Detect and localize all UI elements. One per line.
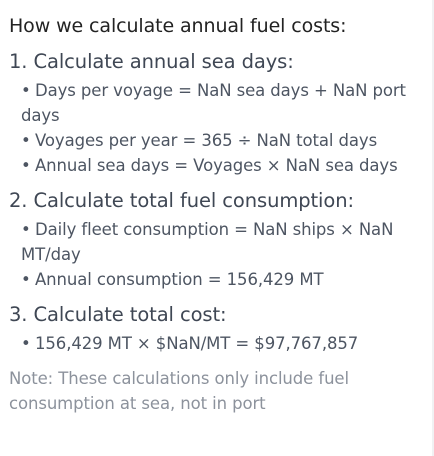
bullet-text: Annual consumption = 156,429 MT — [35, 270, 324, 289]
bullet-icon: • — [21, 81, 31, 100]
calculation-note: Note: These calculations only include fu… — [9, 369, 349, 413]
bullet-text: Daily fleet consumption = NaN ships × Na… — [21, 220, 394, 264]
section-heading: 3. Calculate total cost: — [9, 303, 227, 326]
list-item: • Days per voyage = NaN sea days + NaN po… — [9, 78, 428, 128]
bullet-icon: • — [21, 270, 31, 289]
bullet-icon: • — [21, 131, 31, 150]
list-item: • Annual consumption = 156,429 MT — [9, 267, 428, 292]
list-item: • 156,429 MT × $NaN/MT = $97,767,857 — [9, 331, 428, 356]
bullet-list: • Daily fleet consumption = NaN ships × N… — [9, 217, 428, 292]
section-heading: 1. Calculate annual sea days: — [9, 50, 294, 73]
section-total-cost: 3. Calculate total cost: • 156,429 MT × $… — [9, 302, 428, 356]
list-item: • Voyages per year = 365 ÷ NaN total days — [9, 128, 428, 153]
list-item: • Daily fleet consumption = NaN ships × N… — [9, 217, 428, 267]
bullet-text: 156,429 MT × $NaN/MT = $97,767,857 — [35, 334, 359, 353]
bullet-list: • 156,429 MT × $NaN/MT = $97,767,857 — [9, 331, 428, 356]
bullet-icon: • — [21, 334, 31, 353]
bullet-text: Voyages per year = 365 ÷ NaN total days — [35, 131, 378, 150]
list-item: • Annual sea days = Voyages × NaN sea day… — [9, 153, 428, 178]
section-sea-days: 1. Calculate annual sea days: • Days per … — [9, 49, 428, 178]
bullet-text: Days per voyage = NaN sea days + NaN por… — [21, 81, 406, 125]
section-fuel-consumption: 2. Calculate total fuel consumption: • Da… — [9, 188, 428, 292]
bullet-list: • Days per voyage = NaN sea days + NaN po… — [9, 78, 428, 178]
panel-edge-divider — [432, 0, 434, 456]
bullet-text: Annual sea days = Voyages × NaN sea days — [35, 156, 398, 175]
bullet-icon: • — [21, 220, 31, 239]
section-heading: 2. Calculate total fuel consumption: — [9, 189, 354, 212]
explanation-title: How we calculate annual fuel costs: — [9, 15, 347, 37]
bullet-icon: • — [21, 156, 31, 175]
